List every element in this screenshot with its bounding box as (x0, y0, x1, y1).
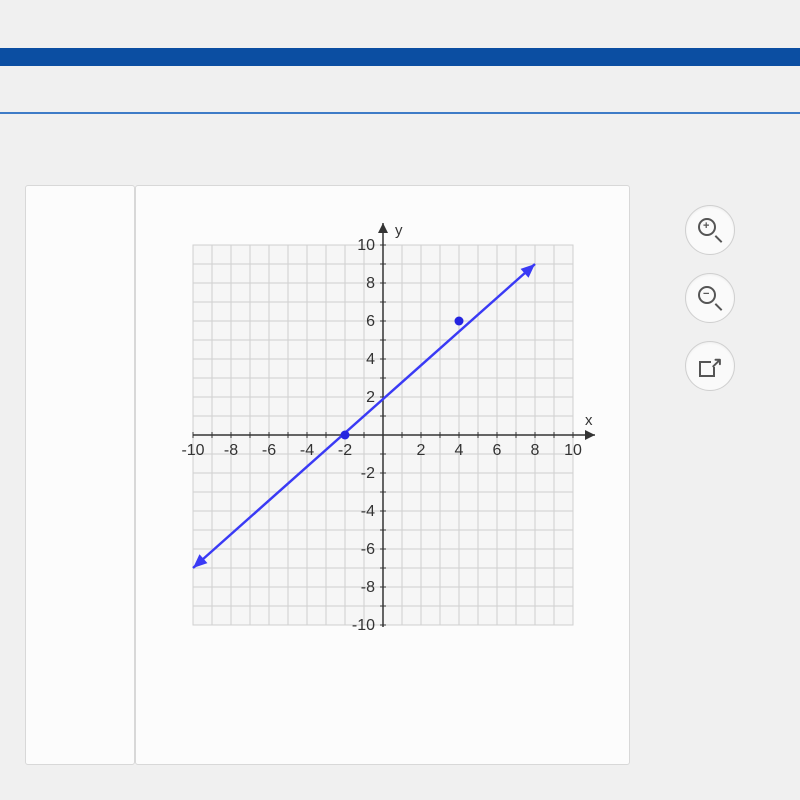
svg-text:-8: -8 (360, 579, 374, 596)
graph-svg: -10 -8 -6 -4 -2 2 4 6 8 10 -10 -8 -6 -4 -2 2 4 6 8 10 y x (148, 215, 618, 735)
svg-text:-4: -4 (299, 442, 313, 459)
chart-panel: -10 -8 -6 -4 -2 2 4 6 8 10 -10 -8 -6 -4 -2 2 4 6 8 10 y x (135, 185, 630, 765)
svg-text:10: 10 (564, 442, 582, 459)
popout-icon: ➜ (699, 355, 721, 377)
svg-text:4: 4 (454, 442, 463, 459)
open-new-window-button[interactable]: ➜ (685, 341, 735, 391)
svg-text:x: x (585, 412, 593, 429)
coordinate-graph: -10 -8 -6 -4 -2 2 4 6 8 10 -10 -8 -6 -4 -2 2 4 6 8 10 y x (148, 215, 618, 735)
svg-text:8: 8 (366, 275, 375, 292)
svg-text:-10: -10 (181, 442, 204, 459)
svg-text:-10: -10 (351, 617, 374, 634)
svg-text:y: y (395, 222, 403, 239)
zoom-out-button[interactable]: − (685, 273, 735, 323)
svg-text:6: 6 (366, 313, 375, 330)
svg-text:2: 2 (416, 442, 425, 459)
svg-text:-2: -2 (337, 442, 351, 459)
svg-text:10: 10 (357, 237, 375, 254)
magnifier-minus-icon: − (697, 285, 723, 311)
svg-text:2: 2 (366, 389, 375, 406)
svg-text:8: 8 (530, 442, 539, 459)
svg-text:6: 6 (492, 442, 501, 459)
side-panel (25, 185, 135, 765)
header-bar (0, 48, 800, 66)
svg-text:4: 4 (366, 351, 375, 368)
plus-sign: + (703, 219, 709, 233)
divider-line (0, 112, 800, 114)
svg-text:-6: -6 (261, 442, 275, 459)
minus-sign: − (703, 287, 709, 301)
svg-text:-2: -2 (360, 465, 374, 482)
tool-column: + − ➜ (685, 205, 735, 391)
zoom-in-button[interactable]: + (685, 205, 735, 255)
svg-text:-4: -4 (360, 503, 374, 520)
svg-text:-8: -8 (223, 442, 237, 459)
magnifier-plus-icon: + (697, 217, 723, 243)
svg-text:-6: -6 (360, 541, 374, 558)
